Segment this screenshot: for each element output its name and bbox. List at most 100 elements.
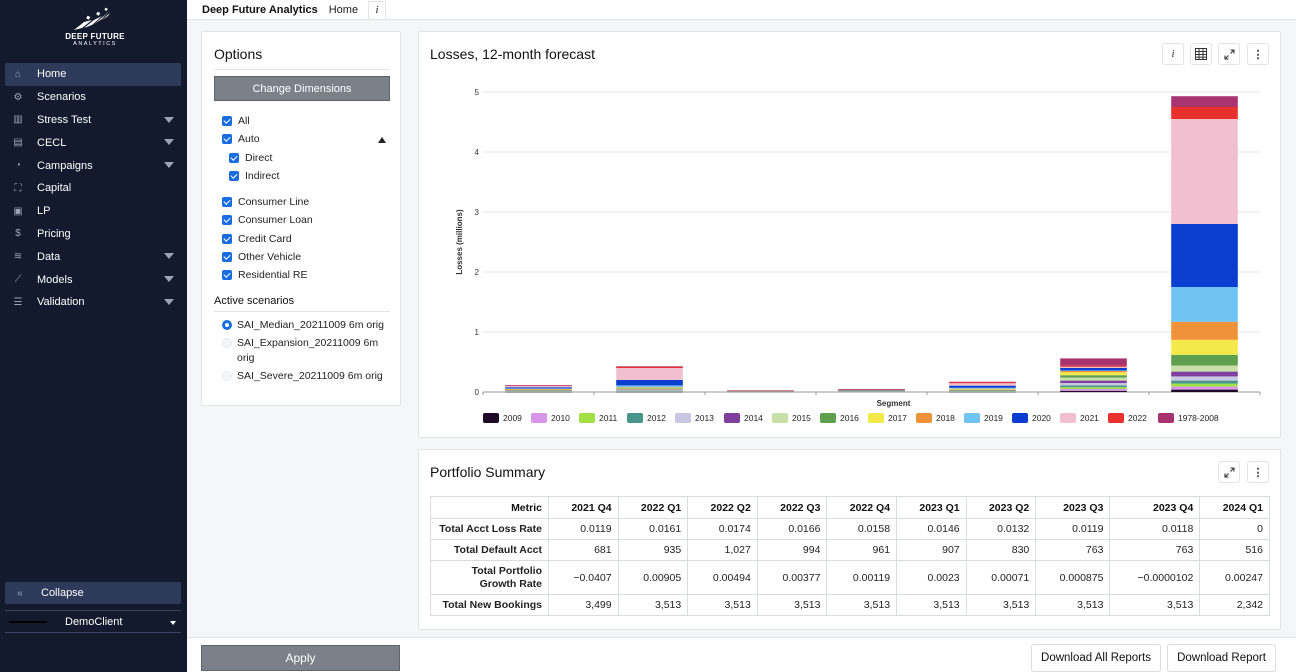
checkbox-all[interactable]: All — [222, 115, 250, 127]
options-panel: Options Change Dimensions All Auto Direc… — [201, 31, 401, 406]
caret-down-icon[interactable] — [164, 116, 174, 123]
table-cell: 516 — [1199, 539, 1270, 561]
change-dimensions-button[interactable]: Change Dimensions — [214, 76, 390, 101]
legend-swatch — [916, 413, 932, 423]
sidebar-item-pricing[interactable]: $ Pricing — [5, 223, 181, 246]
sidebar-item-scenarios[interactable]: ⚙ Scenarios — [5, 86, 181, 109]
expand-icon[interactable] — [1218, 461, 1240, 483]
table-cell: 3,513 — [1109, 594, 1201, 616]
client-selector[interactable]: DemoClient — [5, 610, 181, 633]
legend-label: 2016 — [840, 413, 859, 423]
more-vertical-icon[interactable]: ⋮ — [1247, 43, 1269, 65]
table-cell: 0.0166 — [756, 518, 828, 540]
checkbox-checked-icon — [222, 270, 232, 280]
checkbox-consumer-line[interactable]: Consumer Line — [222, 196, 309, 208]
checkbox-indirect[interactable]: Indirect — [229, 170, 279, 182]
column-header: 2023 Q1 — [896, 496, 967, 519]
sidebar-item-label: Validation — [37, 296, 85, 309]
sidebar-item-validation[interactable]: ☰ Validation — [5, 291, 181, 314]
app-title: Deep Future Analytics — [202, 3, 318, 16]
caret-down-icon[interactable] — [164, 139, 174, 146]
footer: Apply Download All Reports Download Repo… — [187, 637, 1296, 672]
sidebar-item-campaigns[interactable]: ◔ Campaigns — [5, 154, 181, 177]
sidebar-item-models[interactable]: ⟋ Models — [5, 268, 181, 291]
y-tick-label: 1 — [475, 328, 480, 337]
caret-down-icon[interactable] — [164, 253, 174, 260]
sidebar-item-label: Scenarios — [37, 91, 86, 104]
metric-label-line: Total Portfolio — [471, 564, 542, 577]
logo-subtext: ANALYTICS — [73, 41, 117, 47]
sidebar-item-data[interactable]: ≋ Data — [5, 245, 181, 268]
download-report-button[interactable]: Download Report — [1167, 644, 1276, 672]
bar-segment — [616, 391, 683, 392]
caret-down-icon[interactable] — [164, 162, 174, 169]
scenario-severe-radio[interactable]: SAI_Severe_20211009 6m orig — [222, 369, 392, 384]
sidebar-item-cecl[interactable]: ▤ CECL — [5, 131, 181, 154]
apply-button[interactable]: Apply — [201, 645, 400, 671]
table-cell: 3,513 — [896, 594, 967, 616]
table-cell: 2,342 — [1199, 594, 1270, 616]
bar-segment — [1060, 368, 1127, 371]
table-cell: −0.0000102 — [1109, 560, 1201, 595]
scenario-expansion-radio[interactable]: SAI_Expansion_20211009 6m orig — [222, 336, 382, 366]
column-header: 2022 Q3 — [756, 496, 828, 519]
bar-segment — [616, 387, 683, 389]
bar-segment — [616, 385, 683, 388]
bar-segment — [1060, 390, 1127, 392]
table-cell: 0.0132 — [965, 518, 1037, 540]
sidebar-item-stress-test[interactable]: ▥ Stress Test — [5, 109, 181, 132]
sidebar: DEEP FUTURE ANALYTICS ⌂ Home ⚙ Scenarios ▥ St… — [0, 0, 187, 672]
sidebar-item-capital[interactable]: ⛶ Capital — [5, 177, 181, 200]
table-header-row: Metric 2021 Q4 2022 Q1 2022 Q2 2022 Q3 2022 Q… — [430, 496, 1270, 519]
expand-icon[interactable] — [1218, 43, 1240, 65]
bar-segment — [505, 384, 572, 386]
bar-segment — [1171, 376, 1238, 381]
building-icon: ▥ — [13, 114, 23, 126]
bar-segment — [1171, 380, 1238, 384]
metric-label-line: Growth Rate — [479, 577, 542, 590]
caret-down-icon[interactable] — [164, 276, 174, 283]
sidebar-item-lp[interactable]: ▣ LP — [5, 200, 181, 223]
checkbox-label: Auto — [238, 133, 260, 145]
sidebar-item-label: Data — [37, 250, 61, 263]
checkbox-direct[interactable]: Direct — [229, 152, 272, 164]
table-cell: 935 — [617, 539, 689, 561]
scenario-label: SAI_Expansion_20211009 6m orig — [237, 337, 379, 364]
table-cell: 763 — [1109, 539, 1201, 561]
gear-icon: ⚙ — [13, 91, 23, 103]
info-icon[interactable]: i — [368, 0, 387, 19]
sidebar-item-home[interactable]: ⌂ Home — [5, 63, 181, 86]
more-vertical-icon[interactable]: ⋮ — [1247, 461, 1269, 483]
bar-segment — [505, 385, 572, 388]
info-icon[interactable]: i — [1162, 43, 1184, 65]
caret-down-icon[interactable] — [164, 298, 174, 305]
checkbox-other-vehicle[interactable]: Other Vehicle — [222, 251, 301, 263]
bar-segment — [949, 381, 1016, 383]
legend-label: 2020 — [1032, 413, 1051, 423]
scenario-label: SAI_Median_20211009 6m orig — [237, 319, 384, 331]
scenario-median-radio[interactable]: SAI_Median_20211009 6m orig — [222, 318, 392, 333]
column-header: 2023 Q4 — [1109, 496, 1201, 519]
table-row: Total Acct Loss Rate 0.0119 0.0161 0.0174 0.… — [430, 518, 1270, 540]
checkbox-residential-re[interactable]: Residential RE — [222, 269, 307, 281]
table-view-icon[interactable] — [1190, 43, 1212, 65]
radio-selected-icon — [222, 320, 232, 330]
download-all-reports-button[interactable]: Download All Reports — [1031, 644, 1161, 672]
bar-segment — [616, 390, 683, 392]
checkbox-auto[interactable]: Auto — [222, 133, 260, 145]
table-cell: 0.0158 — [826, 518, 898, 540]
caret-up-icon[interactable] — [378, 137, 386, 143]
collapse-button[interactable]: « Collapse — [5, 582, 181, 604]
header: Deep Future Analytics Home i — [187, 0, 1296, 20]
checkbox-consumer-loan[interactable]: Consumer Loan — [222, 214, 313, 226]
bar-segment — [1171, 386, 1238, 390]
table-cell: 3,513 — [826, 594, 898, 616]
table-cell: 3,513 — [687, 594, 758, 616]
table-cell: 3,513 — [617, 594, 689, 616]
breadcrumb-home[interactable]: Home — [328, 3, 359, 16]
checkbox-credit-card[interactable]: Credit Card — [222, 233, 292, 245]
bar-segment — [505, 391, 572, 392]
table-cell: 830 — [965, 539, 1037, 561]
legend-swatch — [675, 413, 691, 423]
table-cell: 0.000875 — [1035, 560, 1111, 595]
